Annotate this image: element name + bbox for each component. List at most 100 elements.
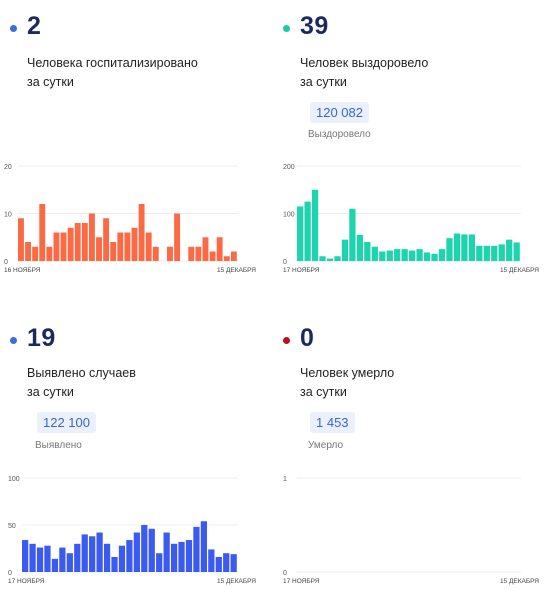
- bar: [438, 249, 446, 262]
- recovered-total-badge: 120 082: [310, 102, 369, 123]
- cases-count: 19: [27, 324, 56, 352]
- deaths-caption-line1: Человек умерло: [300, 366, 395, 380]
- bar: [131, 227, 138, 261]
- x-end-label: 15 ДЕКАБРЯ: [217, 267, 256, 274]
- x-end-label: 15 ДЕКАБРЯ: [500, 267, 539, 274]
- bar: [311, 189, 319, 261]
- bar: [431, 253, 438, 262]
- cases-caption: Выявлено случаев за сутки: [27, 364, 247, 402]
- bar: [167, 246, 173, 261]
- bar: [334, 256, 341, 261]
- bar: [297, 206, 304, 261]
- bar: [88, 213, 95, 261]
- bar: [319, 256, 326, 261]
- bar: [356, 234, 363, 262]
- bar: [117, 232, 124, 261]
- bar: [32, 246, 39, 261]
- hospitalized-header: 2: [10, 12, 260, 48]
- cases-header: 19: [10, 324, 260, 360]
- y-tick-label: 20: [4, 164, 12, 171]
- x-end-label: 15 ДЕКАБРЯ: [500, 578, 539, 585]
- cases-caption-line1: Выявлено случаев: [27, 366, 136, 380]
- bar: [156, 553, 163, 572]
- bar: [216, 237, 223, 261]
- deaths-total-label: Умерло: [308, 440, 344, 451]
- recovered-chart: 0 100 200 17 НОЯБРЯ 15 ДЕКАБРЯ: [283, 164, 539, 274]
- bar: [178, 541, 185, 572]
- y-tick-label: 100: [283, 212, 295, 219]
- bar: [223, 553, 230, 572]
- recovered-caption-line2: за сутки: [300, 75, 347, 89]
- bar: [223, 256, 230, 261]
- recovered-count: 39: [300, 12, 329, 40]
- bar: [195, 246, 202, 261]
- bar: [506, 239, 513, 262]
- hospitalized-dot-icon: [10, 25, 17, 32]
- panel-deaths: 0 Человек умерло за сутки 1 453 Умерло: [283, 324, 533, 451]
- deaths-chart: 0 1 17 НОЯБРЯ 15 ДЕКАБРЯ: [283, 476, 539, 585]
- x-start-label: 17 НОЯБРЯ: [283, 578, 320, 585]
- bar: [51, 558, 59, 572]
- recovered-header: 39: [283, 12, 533, 48]
- bar: [60, 232, 67, 261]
- cases-total-label: Выявлено: [35, 440, 82, 451]
- deaths-count: 0: [300, 324, 315, 352]
- bar: [371, 246, 378, 261]
- panel-cases: 19 Выявлено случаев за сутки 122 100 Выя…: [10, 324, 260, 451]
- bar: [386, 250, 393, 261]
- bar: [304, 201, 311, 262]
- bar: [145, 232, 152, 261]
- bar: [188, 246, 195, 261]
- bar: [22, 540, 29, 572]
- bar: [200, 521, 208, 572]
- bar: [148, 528, 155, 572]
- deaths-header: 0: [283, 324, 533, 360]
- bar: [174, 213, 181, 261]
- bar: [111, 556, 118, 572]
- bar: [59, 547, 66, 572]
- bar: [209, 251, 216, 261]
- bar: [491, 245, 498, 261]
- bar: [29, 543, 36, 572]
- bar: [66, 553, 73, 572]
- bar: [124, 232, 131, 261]
- panel-recovered: 39 Человек выздоровело за сутки 120 082 …: [283, 12, 533, 140]
- bar: [208, 549, 215, 572]
- bar: [193, 526, 200, 572]
- cases-caption-line2: за сутки: [27, 385, 74, 399]
- bar: [215, 556, 222, 572]
- cases-dot-icon: [10, 337, 17, 344]
- recovered-caption: Человек выздоровело за сутки: [300, 54, 520, 92]
- bar: [96, 237, 102, 261]
- bar: [74, 223, 81, 261]
- bar: [401, 249, 408, 262]
- bar: [36, 547, 44, 572]
- bar: [39, 204, 46, 261]
- bar: [461, 234, 468, 261]
- bar: [18, 218, 24, 261]
- y-tick-label: 0: [8, 570, 12, 577]
- bar: [446, 238, 453, 261]
- bar: [44, 545, 51, 572]
- bar: [498, 244, 505, 262]
- bar: [141, 525, 148, 572]
- bar: [103, 543, 111, 572]
- deaths-total-badge: 1 453: [310, 412, 355, 433]
- bar: [81, 534, 88, 572]
- bar: [416, 249, 423, 262]
- bar: [170, 543, 178, 572]
- deaths-caption: Человек умерло за сутки: [300, 364, 520, 402]
- bar: [74, 543, 81, 572]
- x-start-label: 17 НОЯБРЯ: [8, 578, 45, 585]
- y-tick-label: 0: [283, 259, 287, 266]
- bar: [453, 233, 461, 261]
- bar: [364, 242, 371, 261]
- recovered-total-label: Выздоровело: [308, 129, 371, 140]
- bar: [349, 208, 356, 261]
- bar: [230, 251, 237, 261]
- bar: [103, 218, 110, 261]
- bar: [152, 246, 159, 261]
- bar: [25, 242, 31, 261]
- bar: [483, 245, 490, 261]
- bar: [423, 252, 431, 261]
